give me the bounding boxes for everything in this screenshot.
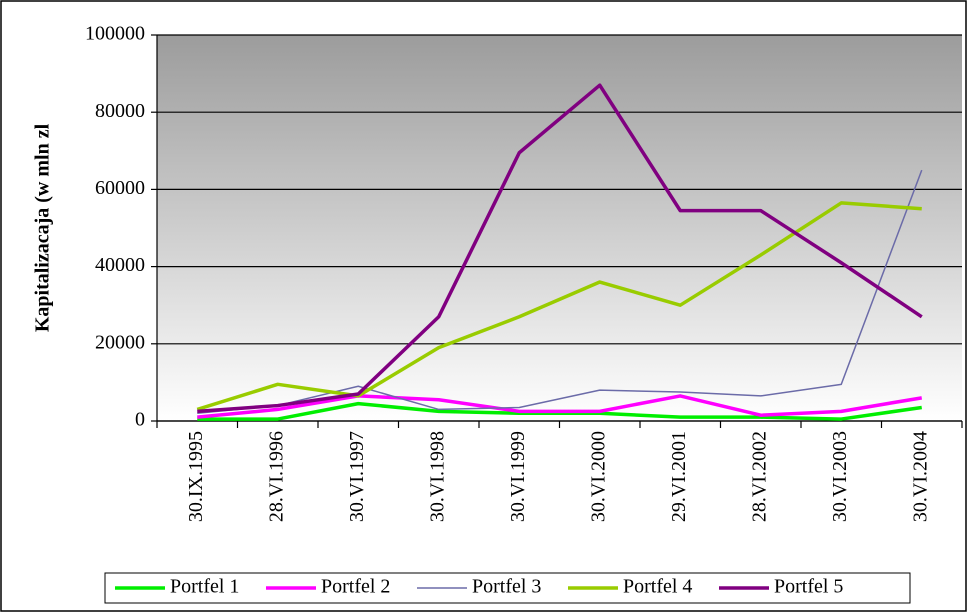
x-tick-label: 30.VI.1999: [507, 431, 529, 522]
legend: [104, 572, 911, 604]
series-line: [197, 83, 923, 414]
y-tick-label: 60000: [95, 177, 145, 199]
y-axis-label: Kapitalizacaja (w mln zl: [32, 123, 54, 332]
series-line: [196, 201, 922, 412]
x-tick-label: 30.VI.1997: [346, 431, 368, 522]
x-tick-label: 28.VI.2002: [748, 431, 770, 522]
plot-area: [157, 35, 962, 421]
x-tick-label: 30.VI.2000: [587, 431, 609, 522]
legend-label: Portfel 2: [321, 576, 390, 598]
legend-label: Portfel 5: [774, 576, 843, 598]
x-tick-label: 30.VI.2004: [909, 431, 931, 522]
y-tick-label: 40000: [95, 254, 145, 276]
y-tick-label: 20000: [95, 331, 145, 353]
legend-label: Portfel 4: [623, 576, 692, 598]
y-tick-label: 80000: [95, 100, 145, 122]
x-tick-label: 29.VI.2001: [668, 431, 690, 522]
series-line: [197, 169, 923, 415]
series-line: [197, 401, 922, 421]
legend-label: Portfel 3: [472, 576, 541, 598]
x-tick-label: 30.VI.1998: [426, 431, 448, 522]
x-tick-label: 30.IX.1995: [185, 431, 207, 522]
series-line: [197, 394, 923, 419]
y-tick-label: 0: [135, 409, 145, 431]
x-tick-label: 30.VI.2003: [829, 431, 851, 522]
y-tick-label: 100000: [85, 23, 145, 45]
legend-label: Portfel 1: [170, 576, 239, 598]
x-tick-label: 28.VI.1996: [265, 431, 287, 522]
